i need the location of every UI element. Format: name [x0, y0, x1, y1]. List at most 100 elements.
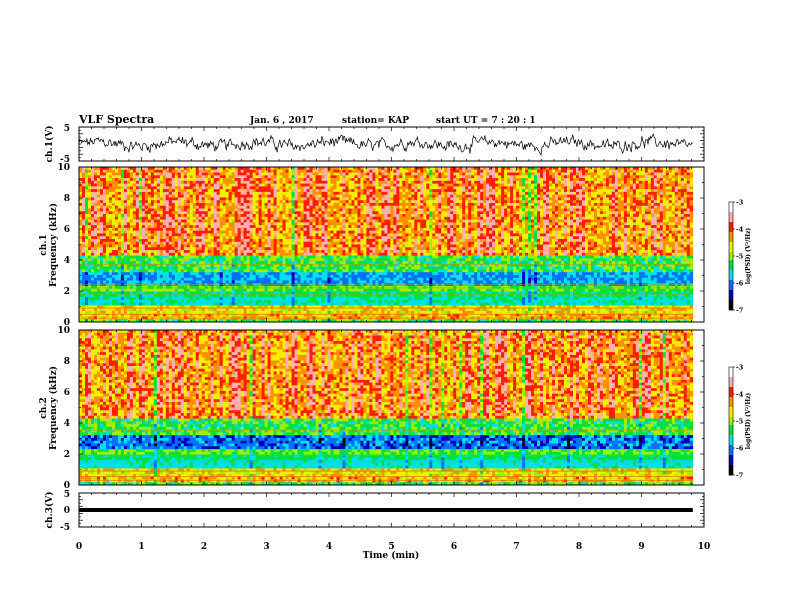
spectrogram-cell	[148, 189, 151, 192]
spectrogram-cell	[79, 236, 82, 239]
spectrogram-cell	[106, 303, 109, 306]
spectrogram-cell	[154, 178, 157, 181]
spectrogram-cell	[142, 253, 145, 256]
spectrogram-cell	[79, 294, 82, 297]
spectrogram-cell	[142, 289, 145, 292]
spectrogram-cell	[121, 200, 124, 203]
spectrogram-cell	[133, 242, 136, 245]
spectrogram-cell	[88, 289, 91, 292]
spectrogram-cell	[100, 236, 103, 239]
spectrogram-cell	[88, 278, 91, 281]
spectrogram-cell	[151, 184, 154, 187]
spectrogram-cell	[91, 233, 94, 236]
spectrogram-cell	[115, 236, 118, 239]
spectrogram-cell	[97, 311, 100, 314]
spectrogram-cell	[109, 253, 112, 256]
spectrogram-cell	[121, 195, 124, 198]
spectrogram-cell	[121, 278, 124, 281]
spectrogram-cell	[82, 186, 85, 189]
spectrogram-cell	[106, 289, 109, 292]
spectrogram-cell	[91, 178, 94, 181]
spectrogram-cell	[79, 278, 82, 281]
spectrogram-cell	[103, 186, 106, 189]
spectrogram-cell	[88, 242, 91, 245]
spectrogram-cell	[88, 225, 91, 228]
spectrogram-cell	[109, 256, 112, 259]
spectrogram-cell	[151, 209, 154, 212]
spectrogram-cell	[112, 186, 115, 189]
spectrogram-cell	[148, 267, 151, 270]
spectrogram-cell	[91, 197, 94, 200]
spectrogram-cell	[91, 203, 94, 206]
spectrogram-cell	[103, 275, 106, 278]
spectrogram-cell	[118, 311, 121, 314]
spectrogram-cell	[136, 250, 139, 253]
spectrogram-cell	[100, 206, 103, 209]
spectrogram-cell	[109, 231, 112, 234]
spectrogram-cell	[103, 233, 106, 236]
spectrogram-cell	[148, 217, 151, 220]
spectrogram-cell	[88, 211, 91, 214]
spectrogram-cell	[91, 275, 94, 278]
spectrogram-cell	[139, 300, 142, 303]
spectrogram-cell	[115, 220, 118, 223]
spectrogram-cell	[82, 239, 85, 242]
spectrogram-cell	[97, 267, 100, 270]
spectrogram-cell	[100, 200, 103, 203]
spectrogram-cell	[121, 181, 124, 184]
spectrogram-cell	[103, 200, 106, 203]
spectrogram-cell	[109, 209, 112, 212]
spectrogram-cell	[133, 225, 136, 228]
spectrogram-cell	[103, 297, 106, 300]
spectrogram-cell	[148, 203, 151, 206]
spectrogram-cell	[97, 231, 100, 234]
spectrogram-cell	[124, 209, 127, 212]
spectrogram-cell	[142, 214, 145, 217]
spectrogram-cell	[112, 236, 115, 239]
spectrogram-cell	[88, 267, 91, 270]
spectrogram-cell	[109, 222, 112, 225]
spectrogram-cell	[85, 222, 88, 225]
spectrogram-cell	[136, 303, 139, 306]
spectrogram-cell	[151, 225, 154, 228]
spectrogram-cell	[109, 178, 112, 181]
spectrogram-cell	[136, 200, 139, 203]
spectrogram-cell	[130, 250, 133, 253]
spectrogram-cell	[79, 195, 82, 198]
spectrogram-cell	[154, 231, 157, 234]
spectrogram-cell	[82, 280, 85, 283]
spectrogram-cell	[79, 261, 82, 264]
spectrogram-cell	[112, 222, 115, 225]
spectrogram-cell	[82, 200, 85, 203]
spectrogram-cell	[133, 220, 136, 223]
spectrogram-cell	[85, 250, 88, 253]
spectrogram-cell	[142, 308, 145, 311]
spectrogram-cell	[142, 192, 145, 195]
spectrogram-cell	[91, 267, 94, 270]
spectrogram-cell	[136, 209, 139, 212]
spectrogram-cell	[88, 245, 91, 248]
spectrogram-cell	[94, 242, 97, 245]
spectrogram-cell	[109, 308, 112, 311]
spectrogram-cell	[133, 200, 136, 203]
spectrogram-cell	[127, 280, 130, 283]
spectrogram-cell	[130, 178, 133, 181]
spectrogram-cell	[121, 280, 124, 283]
spectrogram-cell	[112, 275, 115, 278]
spectrogram-cell	[100, 192, 103, 195]
spectrogram-cell	[103, 178, 106, 181]
spectrogram-cell	[106, 242, 109, 245]
spectrogram-cell	[124, 175, 127, 178]
spectrogram-cell	[94, 297, 97, 300]
spectrogram-cell	[142, 294, 145, 297]
spectrogram-cell	[121, 256, 124, 259]
spectrogram-cell	[82, 311, 85, 314]
spectrogram-cell	[127, 189, 130, 192]
spectrogram-cell	[133, 222, 136, 225]
spectrogram-cell	[136, 239, 139, 242]
spectrogram-cell	[148, 242, 151, 245]
spectrogram-cell	[127, 228, 130, 231]
spectrogram-cell	[118, 214, 121, 217]
spectrogram-cell	[85, 189, 88, 192]
spectrogram-cell	[112, 272, 115, 275]
